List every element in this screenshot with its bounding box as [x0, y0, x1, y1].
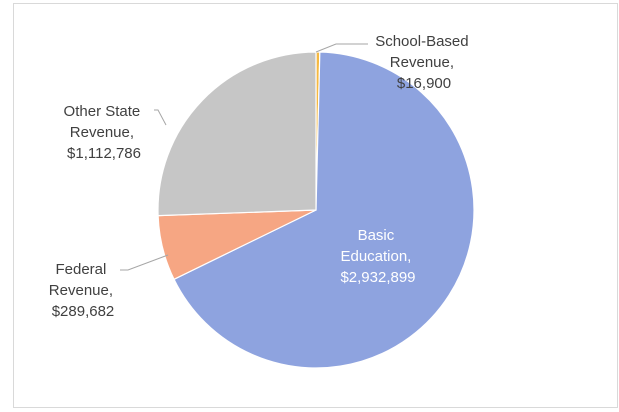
data-label-basic: Basic Education, $2,932,899	[340, 227, 415, 286]
data-label-federal: Federal Revenue, $289,682	[49, 261, 117, 320]
data-label-basic-line1: Basic	[358, 227, 395, 244]
leader-line-school	[315, 43, 368, 53]
data-label-school-line2: Revenue,	[390, 54, 454, 71]
data-label-federal-line3: $289,682	[52, 303, 115, 320]
data-label-federal-line1: Federal	[55, 261, 106, 278]
data-label-school: School-Based Revenue, $16,900	[375, 33, 473, 92]
data-label-federal-line2: Revenue,	[49, 282, 113, 299]
data-label-other-line2: Revenue,	[70, 124, 134, 141]
data-label-other-line1: Other State	[64, 103, 141, 120]
pie-slice-other-state-revenue	[157, 51, 317, 217]
data-label-school-line1: School-Based	[375, 33, 468, 50]
data-label-other-line3: $1,112,786	[67, 145, 141, 162]
pie-slice-basic-education	[173, 51, 475, 369]
data-label-other: Other State Revenue, $1,112,786	[64, 103, 145, 162]
data-label-basic-line2: Education,	[340, 248, 411, 265]
data-label-school-line3: $16,900	[397, 75, 451, 92]
data-label-basic-line3: $2,932,899	[340, 269, 415, 286]
leader-line-other	[154, 109, 167, 126]
leader-line-federal	[120, 254, 169, 271]
pie-slices	[157, 51, 475, 369]
